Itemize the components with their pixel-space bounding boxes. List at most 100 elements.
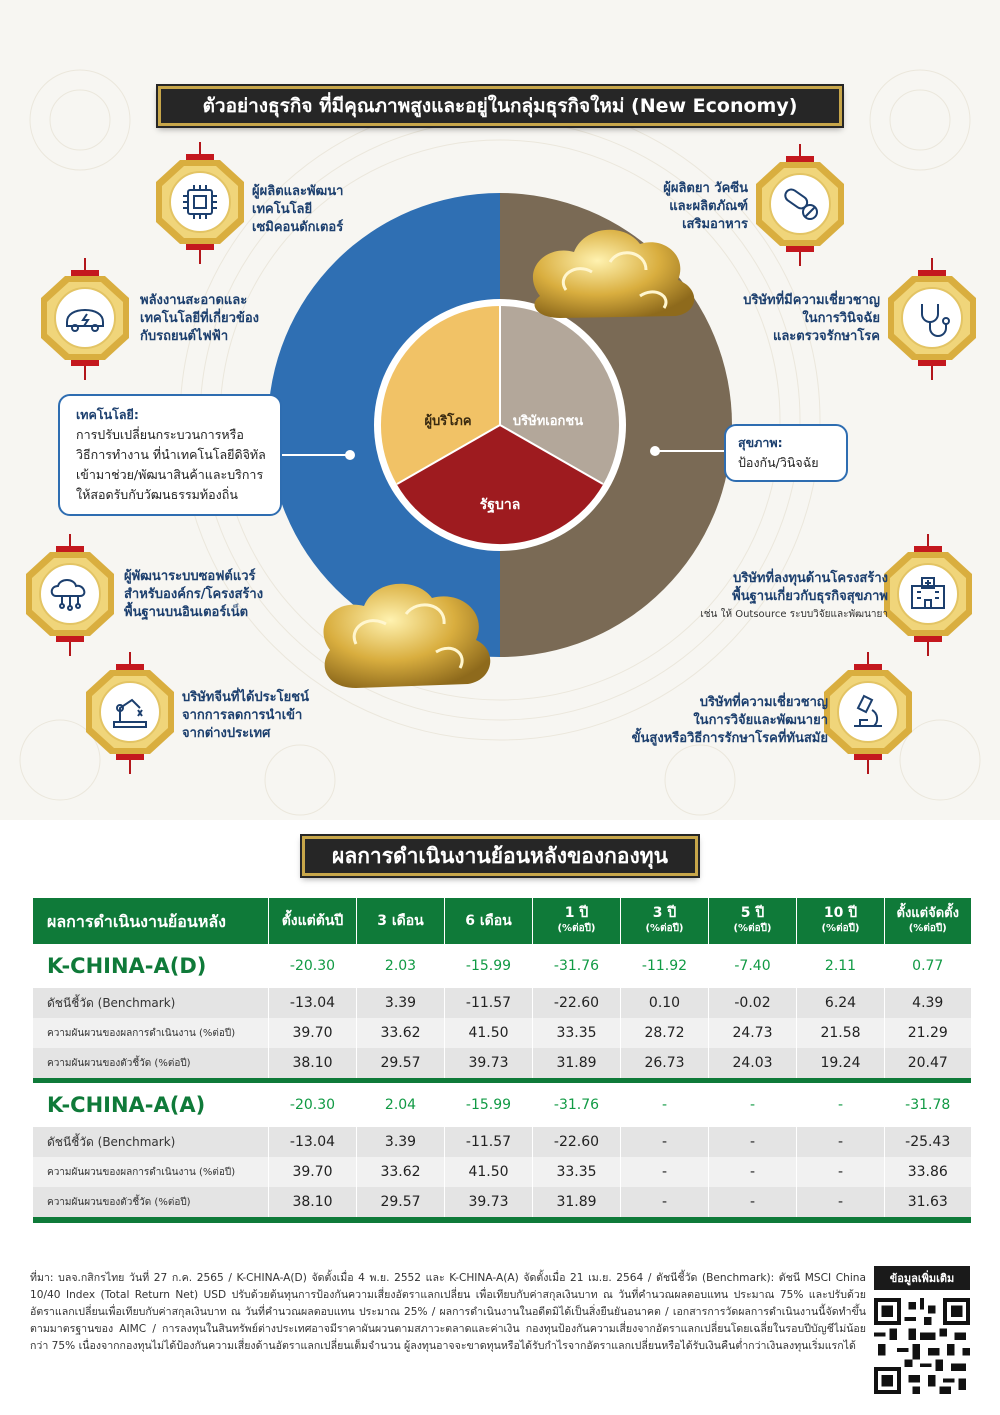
feature-note: เช่น ให้ Outsource ระบบวิจัยและพัฒนายา [700,609,888,620]
fund-value-cell: 2.03 [356,944,445,988]
header-main: 5 ปี [740,905,765,921]
fund-name: K-CHINA-A(D) [32,944,269,988]
fund-value-cell: - [708,1083,797,1127]
group-divider [32,1217,971,1223]
value-cell: -13.04 [268,988,357,1018]
value-cell: 19.24 [796,1048,885,1078]
row-label: ดัชนีชี้วัด (Benchmark) [32,1127,269,1157]
fund-value-cell: -15.99 [444,944,533,988]
pie-label-government: รัฐบาล [479,497,521,513]
feature-text: ผู้ผลิตและพัฒนา [252,184,344,199]
header-sub: (%ต่อปี) [733,923,772,934]
feature-text: และตรวจรักษาโรค [772,329,880,344]
section-title-performance: ผลการดำเนินงานย้อนหลังของกองทุน [302,836,698,876]
value-cell: 41.50 [444,1157,533,1187]
value-cell: 20.47 [884,1048,971,1078]
value-cell: -13.04 [268,1127,357,1157]
cloud-network-icon [50,579,86,611]
pill-icon [784,188,818,220]
value-cell: 41.50 [444,1018,533,1048]
value-cell: 4.39 [884,988,971,1018]
header-sub: (%ต่อปี) [645,923,684,934]
fund-value-cell: 2.04 [356,1083,445,1127]
table-header-row: ผลการดำเนินงานย้อนหลัง ตั้งแต่ต้นปี 3 เด… [32,898,971,944]
value-cell: 39.70 [268,1157,357,1187]
health-callout: สุขภาพ: ป้องกัน/วินิจฉัย [724,424,848,482]
header-main: 3 ปี [652,905,677,921]
value-cell: 38.10 [268,1048,357,1078]
feature-text: บริษัทจีนที่ได้ประโยชน์ [182,690,309,705]
header-main: 10 ปี [823,905,858,921]
value-cell: 21.29 [884,1018,971,1048]
header-cell: 5 ปี (%ต่อปี) [708,898,797,944]
technology-callout-line: เข้ามาช่วย/พัฒนาสินค้าและบริการ [76,467,264,482]
table-row: ความผันผวนของตัวชี้วัด (%ต่อปี) 38.10 29.5… [32,1187,971,1217]
technology-callout-line: การปรับเปลี่ยนกระบวนการหรือ [76,427,244,442]
health-callout-title: สุขภาพ: [738,435,783,450]
qr-code-icon[interactable] [874,1298,970,1394]
value-cell: - [620,1187,709,1217]
robot-arm-icon [113,698,147,728]
value-cell: 29.57 [356,1048,445,1078]
value-cell: 33.62 [356,1018,445,1048]
fund-value-cell: -20.30 [268,944,357,988]
table-row: ความผันผวนของผลการดำเนินงาน (%ต่อปี) 39.7… [32,1018,971,1048]
value-cell: 24.73 [708,1018,797,1048]
feature-text: พื้นฐานบนอินเตอร์เน็ต [124,605,249,620]
header-main: 1 ปี [564,905,589,921]
feature-health-infrastructure: บริษัทที่ลงทุนด้านโครงสร้าง พื้นฐานเกี่ย… [700,570,888,624]
value-cell: - [708,1127,797,1157]
value-cell: -0.02 [708,988,797,1018]
fund-value-cell: -31.76 [532,944,621,988]
section-title-business: ตัวอย่างธุรกิจ ที่มีคุณภาพสูงและอยู่ในกล… [158,86,842,126]
fund-value-cell: 0.77 [884,944,971,988]
fund-row: K-CHINA-A(A) -20.30 2.04 -15.99 -31.76- - - -31… [32,1083,971,1127]
group-divider [32,1078,971,1083]
stethoscope-icon [921,304,950,337]
fund-value-cell: -31.78 [884,1083,971,1127]
fund-value-cell: - [620,1083,709,1127]
performance-table: ผลการดำเนินงานย้อนหลัง ตั้งแต่ต้นปี 3 เด… [32,898,971,1223]
feature-text: ผู้พัฒนาระบบซอฟต์แวร์ [124,569,256,584]
feature-text: ในการวินิจฉัย [802,311,880,326]
value-cell: 39.73 [444,1187,533,1217]
feature-diagnosis: บริษัทที่มีความเชี่ยวชาญ ในการวินิจฉัย แ… [743,292,880,346]
value-cell: 31.63 [884,1187,971,1217]
decor-background [19,69,981,816]
qr-section: ข้อมูลเพิ่มเติม [874,1266,970,1394]
chip-icon [183,185,217,219]
feature-text: ขั้นสูงหรือวิธีการรักษาโรคที่ทันสมัย [631,731,828,746]
value-cell: 31.89 [532,1048,621,1078]
feature-semiconductor: ผู้ผลิตและพัฒนา เทคโนโลยี เซมิคอนดักเตอร… [252,183,343,237]
value-cell: 29.57 [356,1187,445,1217]
value-cell: 38.10 [268,1187,357,1217]
value-cell: - [796,1187,885,1217]
fund-value-cell: - [796,1083,885,1127]
technology-callout-line: วิธีการทำงาน ที่นำเทคโนโลยีดิจิทัล [76,447,266,462]
feature-text: เทคโนโลยีที่เกี่ยวข้อง [140,311,259,326]
header-cell: 6 เดือน [444,898,533,944]
consumer-segment [380,306,500,485]
technology-callout-title: เทคโนโลยี: [76,407,139,422]
feature-text: จากต่างประเทศ [182,726,271,741]
value-cell: - [796,1127,885,1157]
value-cell: -22.60 [532,988,621,1018]
row-label: ดัชนีชี้วัด (Benchmark) [32,988,269,1018]
feature-text: พลังงานสะอาดและ [140,293,248,308]
microscope-icon [854,694,882,727]
feature-text: ในการวิจัยและพัฒนายา [693,713,828,728]
feature-text: จากการลดการนำเข้า [182,708,303,723]
table-row: ดัชนีชี้วัด (Benchmark) -13.04 3.39 -11.57-… [32,1127,971,1157]
value-cell: 31.89 [532,1187,621,1217]
fund-value-cell: -11.92 [620,944,709,988]
fund-value-cell: 2.11 [796,944,885,988]
feature-text: กับรถยนต์ไฟฟ้า [140,329,229,344]
feature-software: ผู้พัฒนาระบบซอฟต์แวร์ สำหรับองค์กร/โครงส… [124,568,263,622]
pie-label-private: บริษัทเอกชน [512,414,584,429]
header-main: ตั้งแต่จัดตั้ง [896,906,959,921]
row-label: ความผันผวนของตัวชี้วัด (%ต่อปี) [32,1048,269,1078]
feature-text: พื้นฐานเกี่ยวกับธุรกิจสุขภาพ [732,589,888,604]
fund-value-cell: -31.76 [532,1083,621,1127]
header-cell: ตั้งแต่ต้นปี [268,898,357,944]
value-cell: 26.73 [620,1048,709,1078]
